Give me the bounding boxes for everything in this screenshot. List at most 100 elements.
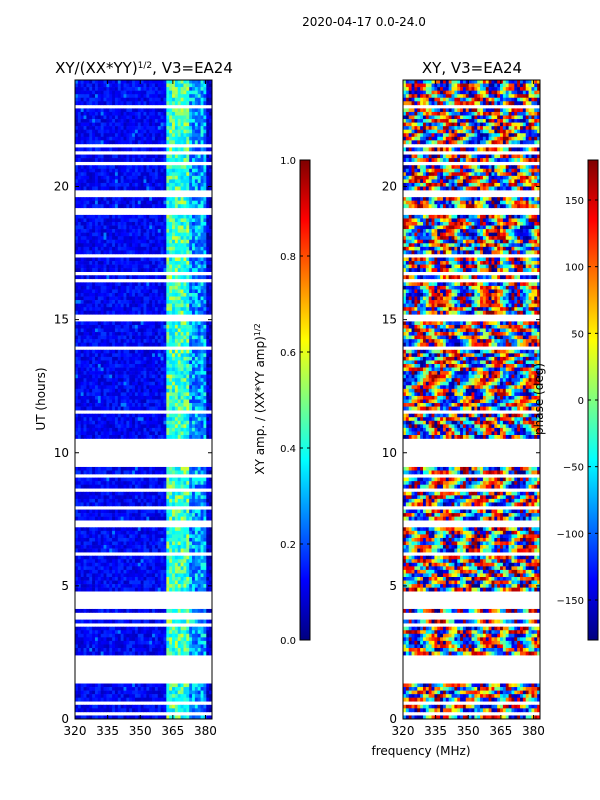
amp-cell [183, 502, 187, 507]
amp-cell [194, 293, 199, 297]
amp-cell [177, 257, 181, 262]
amp-cell [89, 509, 93, 514]
amp-cell [83, 111, 87, 116]
amp-cell [209, 466, 212, 471]
amp-cell [106, 154, 110, 159]
amp-cell [100, 403, 104, 407]
amp-cell [75, 513, 79, 517]
amp-cell [169, 133, 173, 138]
amp-cell [89, 371, 93, 375]
amp-cell [103, 328, 107, 333]
amp-cell [80, 484, 84, 489]
amp-cell [137, 214, 142, 219]
amp-cell [209, 126, 212, 130]
amp-cell [146, 427, 150, 432]
amp-cell [143, 431, 147, 436]
amp-cell [109, 374, 113, 379]
amp-cell [75, 94, 79, 99]
amp-cell [97, 335, 102, 340]
amp-cell [120, 282, 124, 287]
amp-cell [77, 250, 82, 255]
amp-cell [206, 243, 210, 248]
amp-cell [103, 111, 107, 116]
amp-cell [106, 435, 110, 439]
amp-cell [146, 232, 150, 237]
amp-cell [197, 222, 201, 226]
amp-cell [203, 147, 207, 152]
amp-cell [160, 119, 164, 123]
amp-cell [146, 307, 150, 312]
amp-cell [97, 83, 102, 88]
amp-cell [137, 158, 142, 162]
amp-cell [149, 328, 153, 333]
amp-cell [186, 168, 190, 173]
amp-cell [77, 513, 82, 517]
amp-cell [106, 537, 110, 542]
amp-cell [160, 513, 164, 517]
amp-cell [157, 395, 162, 400]
amp-cell [89, 133, 93, 138]
amp-cell [200, 83, 204, 88]
amp-cell [152, 175, 156, 180]
amp-cell [172, 232, 176, 237]
amp-cell [177, 498, 181, 503]
amp-cell [109, 392, 113, 397]
amp-cell [83, 371, 87, 375]
amp-cell [120, 431, 124, 436]
amp-cell [94, 101, 99, 106]
amp-cell [103, 296, 107, 301]
amp-cell [103, 147, 107, 152]
amp-cell [186, 310, 190, 315]
amp-cell [80, 250, 84, 255]
amp-cell [143, 413, 147, 418]
amp-cell [192, 136, 196, 141]
amp-cell [149, 246, 153, 251]
amp-cell [97, 431, 102, 436]
amp-cell [75, 222, 79, 226]
amp-cell [137, 342, 142, 347]
amp-cell [186, 289, 190, 294]
amp-cell [172, 133, 176, 138]
amp-cell [154, 250, 159, 255]
amp-cell [106, 197, 110, 201]
amp-cell [143, 275, 147, 280]
amp-cell [126, 165, 130, 170]
amp-cell [123, 168, 127, 173]
amp-cell [174, 332, 179, 336]
amp-cell [152, 296, 156, 301]
amp-cell [200, 172, 204, 177]
amp-cell [117, 403, 122, 407]
amp-cell [192, 90, 196, 95]
amp-cell [169, 324, 173, 329]
amp-cell [183, 360, 187, 365]
amp-cell [83, 214, 87, 219]
amp-cell [114, 225, 119, 230]
amp-cell [174, 87, 179, 91]
amp-cell [169, 243, 173, 248]
amp-cell [206, 225, 210, 230]
amp-cell [183, 293, 187, 297]
amp-cell [134, 495, 139, 500]
amp-cell [183, 481, 187, 485]
amp-cell [152, 165, 156, 170]
amp-cell [103, 424, 107, 429]
amp-cell [120, 214, 124, 219]
amp-cell [77, 502, 82, 507]
amp-cell [129, 403, 133, 407]
amp-cell [209, 360, 212, 365]
amp-cell [163, 225, 167, 230]
amp-cell [112, 381, 116, 386]
amp-cell [206, 140, 210, 145]
amp-cell [137, 101, 142, 106]
amp-cell [89, 498, 93, 503]
amp-cell [123, 101, 127, 106]
amp-cell [200, 310, 204, 315]
amp-cell [160, 466, 164, 471]
amp-cell [189, 108, 193, 113]
amp-cell [200, 289, 204, 294]
amp-cell [154, 218, 159, 223]
amp-cell [132, 94, 136, 99]
amp-cell [160, 491, 164, 496]
amp-cell [134, 232, 139, 237]
amp-cell [106, 108, 110, 113]
